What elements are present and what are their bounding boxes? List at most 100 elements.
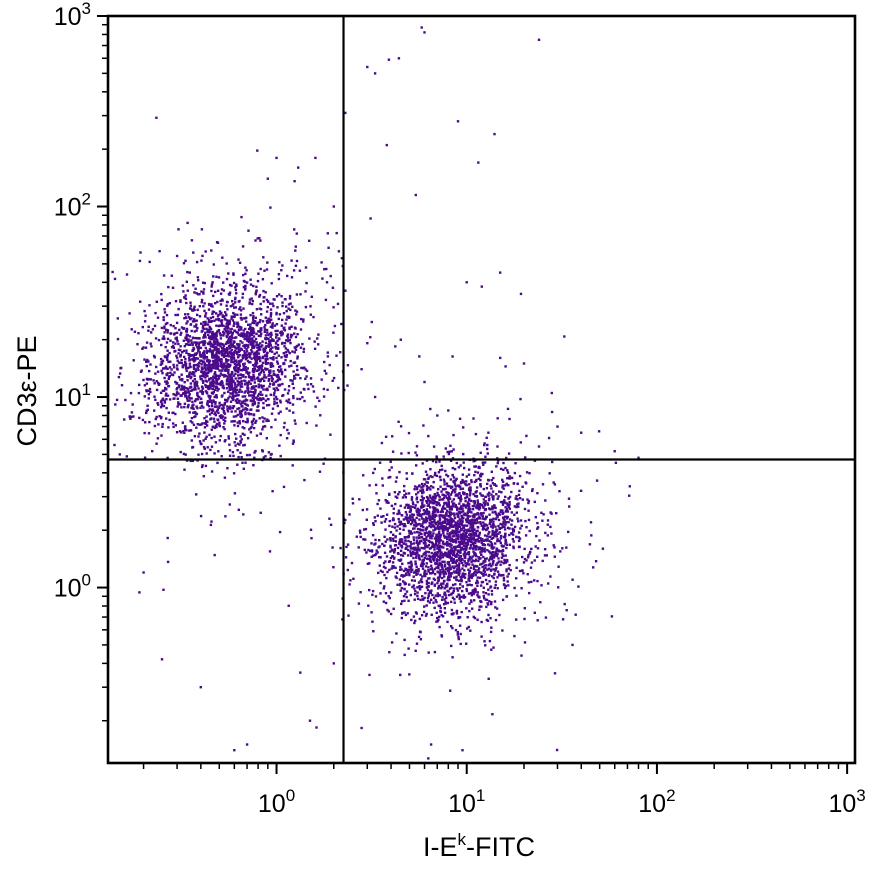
data-point bbox=[403, 581, 406, 584]
data-point bbox=[416, 491, 420, 494]
data-point bbox=[390, 504, 394, 507]
data-point bbox=[179, 378, 182, 381]
data-point bbox=[212, 399, 215, 402]
data-point bbox=[478, 508, 481, 511]
data-point bbox=[495, 493, 498, 496]
data-point bbox=[417, 581, 421, 584]
data-point bbox=[238, 359, 241, 363]
data-point bbox=[498, 490, 501, 493]
data-point bbox=[249, 283, 253, 286]
data-point bbox=[215, 312, 218, 315]
data-point bbox=[211, 365, 214, 368]
data-point bbox=[450, 538, 454, 541]
data-point bbox=[186, 399, 189, 402]
data-point bbox=[470, 573, 474, 576]
data-point bbox=[251, 390, 254, 394]
data-point bbox=[136, 343, 139, 346]
data-point bbox=[261, 416, 264, 419]
data-point bbox=[326, 232, 329, 235]
data-point bbox=[519, 397, 522, 401]
data-point bbox=[138, 591, 141, 594]
data-point bbox=[217, 342, 221, 346]
data-point bbox=[473, 480, 476, 484]
data-point bbox=[412, 584, 415, 587]
data-point bbox=[544, 616, 548, 619]
data-point bbox=[398, 470, 401, 474]
data-point bbox=[243, 399, 246, 403]
data-point bbox=[519, 519, 523, 522]
data-point bbox=[473, 520, 476, 523]
data-point bbox=[220, 322, 224, 325]
data-point bbox=[263, 425, 266, 428]
data-point bbox=[248, 301, 251, 304]
data-point bbox=[242, 444, 245, 447]
data-point bbox=[380, 521, 383, 524]
data-point bbox=[200, 355, 204, 358]
data-point bbox=[561, 547, 564, 550]
data-point bbox=[290, 276, 294, 279]
data-point bbox=[221, 415, 225, 418]
data-point bbox=[211, 345, 215, 348]
data-point bbox=[409, 518, 412, 522]
data-point bbox=[421, 512, 425, 516]
data-point bbox=[267, 320, 271, 323]
data-point bbox=[413, 485, 417, 488]
data-point bbox=[466, 551, 470, 555]
data-point bbox=[475, 581, 478, 585]
data-point bbox=[245, 369, 248, 372]
data-point bbox=[181, 392, 185, 395]
data-point bbox=[480, 472, 483, 476]
data-point bbox=[374, 595, 378, 598]
data-point bbox=[235, 385, 238, 389]
data-point bbox=[534, 545, 537, 548]
data-point bbox=[525, 559, 528, 562]
data-point bbox=[470, 557, 473, 560]
data-point bbox=[446, 450, 449, 454]
data-point bbox=[465, 587, 468, 591]
data-point bbox=[119, 367, 122, 370]
data-point bbox=[226, 410, 230, 413]
data-point bbox=[221, 394, 224, 397]
data-point bbox=[496, 457, 499, 460]
data-point bbox=[511, 527, 514, 531]
data-point bbox=[515, 559, 518, 562]
data-point bbox=[416, 594, 419, 598]
data-point bbox=[466, 540, 470, 543]
data-point bbox=[495, 550, 498, 554]
data-point bbox=[540, 584, 543, 587]
data-point bbox=[235, 336, 238, 339]
data-point bbox=[470, 528, 473, 531]
data-point bbox=[262, 388, 265, 391]
data-point bbox=[175, 321, 179, 325]
data-point bbox=[372, 522, 375, 525]
data-point bbox=[240, 369, 244, 372]
data-point bbox=[412, 556, 415, 560]
data-point bbox=[418, 588, 422, 591]
data-point bbox=[451, 561, 454, 564]
data-point bbox=[438, 561, 441, 564]
data-point bbox=[183, 381, 186, 384]
data-point bbox=[301, 396, 304, 399]
data-point bbox=[270, 282, 273, 285]
data-point bbox=[277, 347, 280, 350]
data-point bbox=[218, 414, 222, 418]
data-point bbox=[285, 399, 288, 402]
data-point bbox=[240, 404, 243, 408]
data-point bbox=[454, 488, 457, 491]
data-point bbox=[220, 455, 223, 458]
data-point bbox=[174, 424, 177, 427]
data-point bbox=[257, 409, 260, 412]
data-point bbox=[425, 538, 428, 542]
data-point bbox=[260, 327, 263, 330]
data-point bbox=[455, 512, 458, 515]
data-point bbox=[189, 304, 192, 307]
data-point bbox=[405, 477, 409, 480]
data-point bbox=[222, 324, 225, 327]
data-point bbox=[419, 513, 423, 516]
data-point bbox=[255, 354, 258, 357]
data-point bbox=[407, 492, 411, 495]
data-point bbox=[147, 325, 150, 328]
data-point bbox=[215, 360, 219, 363]
data-point bbox=[525, 471, 529, 474]
data-point bbox=[388, 596, 391, 600]
